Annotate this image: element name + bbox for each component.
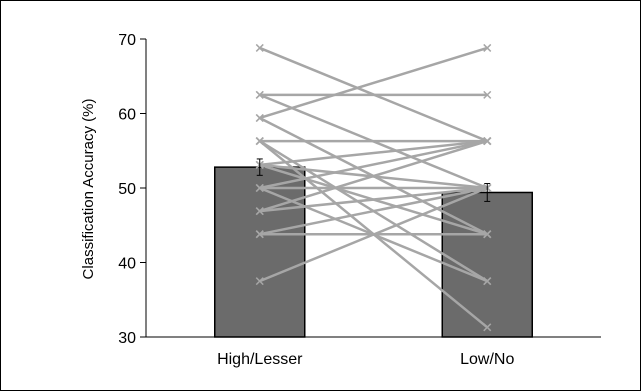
y-tick-label: 30 <box>118 330 136 347</box>
x-marker <box>255 113 264 123</box>
bar-0 <box>214 166 306 338</box>
y-axis-label: Classification Accuracy (%) <box>80 99 97 280</box>
error-bars <box>256 158 491 202</box>
participant-line <box>259 139 488 190</box>
participant-line <box>259 139 488 213</box>
x-marker <box>483 90 492 99</box>
x-marker <box>255 277 264 286</box>
tick-labels: 30 40 50 60 70 High/Lesser Low/No <box>118 32 514 368</box>
x-marker <box>255 43 264 52</box>
x-marker <box>483 43 492 52</box>
x-marker <box>483 230 492 239</box>
x-marker <box>255 230 264 239</box>
participant-lines <box>255 43 492 332</box>
y-tick-label: 40 <box>118 256 136 273</box>
x-tick-label: High/Lesser <box>217 351 303 368</box>
participant-line <box>259 139 488 167</box>
participant-line <box>259 186 488 283</box>
participant-line <box>259 46 488 120</box>
y-tick-label: 70 <box>118 32 136 49</box>
x-tick-label: Low/No <box>460 351 514 368</box>
bars <box>214 166 533 338</box>
participant-line <box>259 186 488 236</box>
x-marker <box>483 277 492 286</box>
x-marker <box>255 90 264 99</box>
x-marker <box>255 137 264 146</box>
x-marker <box>255 183 264 193</box>
y-tick-label: 60 <box>118 107 136 124</box>
x-marker <box>483 137 492 146</box>
participant-line <box>259 186 488 213</box>
x-marker <box>255 207 264 216</box>
bar-1 <box>441 191 533 338</box>
y-tick-label: 50 <box>118 181 136 198</box>
x-marker <box>483 323 492 332</box>
